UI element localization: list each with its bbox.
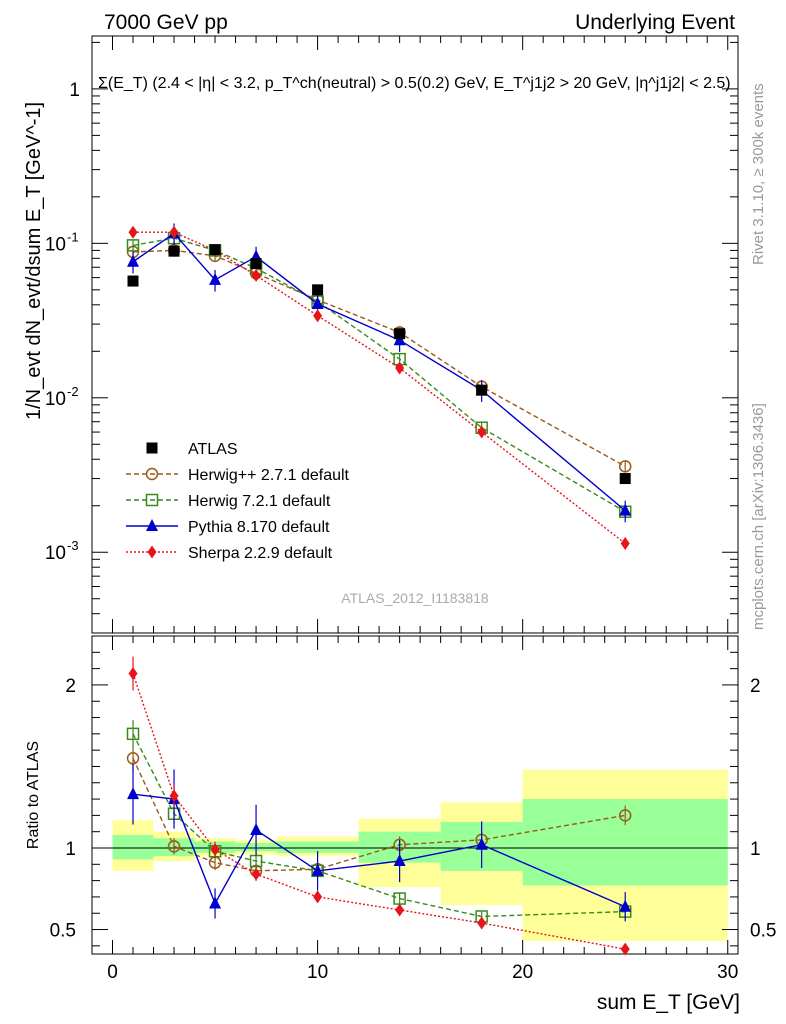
axis-ticks <box>92 36 738 954</box>
data-point <box>249 854 263 868</box>
ratio-series-pythia <box>127 763 632 922</box>
data-point <box>145 467 159 481</box>
band-inner <box>112 834 154 860</box>
data-point <box>146 519 158 531</box>
data-point <box>620 942 630 956</box>
data-point <box>312 284 324 296</box>
x-tick-label: 30 <box>717 962 738 983</box>
ratio-y-label: Ratio to ATLAS <box>25 741 42 849</box>
data-point <box>127 254 140 267</box>
legend-label: ATLAS <box>188 441 238 458</box>
legend-label: Sherpa 2.2.9 default <box>188 545 333 562</box>
data-point <box>126 239 140 252</box>
data-point <box>395 903 405 917</box>
data-point <box>169 225 179 239</box>
header-right: Underlying Event <box>575 11 735 34</box>
y-tick-label: 10 <box>45 389 66 410</box>
data-point <box>313 890 323 904</box>
ratio-y-tick-label: 0.5 <box>50 921 76 942</box>
y-tick-exponent: -3 <box>67 538 79 553</box>
data-point <box>394 328 406 340</box>
series-atlas <box>127 244 631 485</box>
ratio-bands <box>112 769 728 941</box>
data-point <box>127 275 139 287</box>
data-point <box>169 789 179 803</box>
data-point <box>145 493 159 507</box>
data-point <box>209 244 221 256</box>
data-point <box>168 245 180 257</box>
ratio-y-tick-label: 1 <box>65 839 76 860</box>
data-point <box>313 309 323 323</box>
ratio-y-tick-label-right: 2 <box>750 676 761 697</box>
data-point <box>126 727 140 741</box>
data-point <box>126 752 140 765</box>
band-inner <box>276 841 359 853</box>
data-point <box>476 384 488 396</box>
main-title: Σ(E_T) (2.4 < |η| < 3.2, p_T^ch(neutral)… <box>98 75 731 92</box>
data-point <box>395 361 405 375</box>
ratio-frame <box>91 635 739 955</box>
data-point <box>311 296 324 309</box>
data-point <box>475 837 488 850</box>
data-point <box>250 823 263 836</box>
legend: ATLAS Herwig++ 2.7.1 default Herwig 7.2.1 … <box>126 441 350 562</box>
series-line <box>132 249 626 467</box>
data-point <box>146 442 158 454</box>
data-point <box>619 899 632 912</box>
y-tick-label: 10 <box>45 234 66 255</box>
legend-label: Herwig 7.2.1 default <box>188 493 331 510</box>
x-tick-label: 0 <box>107 962 118 983</box>
ratio-series-sherpa <box>128 656 630 956</box>
analysis-tag: ATLAS_2012_I1183818 <box>341 590 489 606</box>
ratio-line <box>132 673 626 950</box>
data-point <box>251 268 261 282</box>
y-tick-label: 10 <box>45 543 66 564</box>
mcplots-label: mcplots.cern.ch [arXiv:1306.3436] <box>750 403 767 630</box>
ratio-y-tick-label: 2 <box>65 676 76 697</box>
data-point <box>619 473 631 485</box>
header-left: 7000 GeV pp <box>104 11 228 34</box>
legend-label: Herwig++ 2.7.1 default <box>188 467 350 484</box>
data-point <box>209 896 222 909</box>
x-tick-label: 20 <box>512 962 533 983</box>
data-point <box>618 460 632 473</box>
ratio-y-tick-label-right: 0.5 <box>750 921 776 942</box>
data-point <box>128 667 138 681</box>
data-point <box>620 536 630 550</box>
ratio-y-tick-label-right: 1 <box>750 839 761 860</box>
series-herwigpp <box>126 244 632 473</box>
data-point <box>128 225 138 239</box>
y-tick-exponent: -1 <box>67 229 79 244</box>
x-axis-label: sum E_T [GeV] <box>597 991 740 1014</box>
data-point <box>311 863 324 876</box>
data-point <box>147 545 157 559</box>
data-point <box>250 258 262 270</box>
data-point <box>477 425 487 439</box>
data-point <box>251 867 261 881</box>
data-point <box>619 503 632 516</box>
data-point <box>127 787 140 800</box>
ratio-line <box>132 733 626 918</box>
series-line <box>132 232 626 512</box>
series-line <box>133 231 626 545</box>
data-point <box>477 916 487 930</box>
y-tick-exponent: -2 <box>67 384 79 399</box>
rivet-label: Rivet 3.1.10, ≥ 300k events <box>750 83 767 265</box>
ratio-line <box>132 758 626 872</box>
data-point <box>167 840 181 853</box>
data-point <box>618 809 632 822</box>
legend-label: Pythia 8.170 default <box>188 519 330 536</box>
y-tick-label: 1 <box>69 80 80 101</box>
data-point <box>209 272 222 285</box>
main-frame <box>91 35 739 634</box>
data-point <box>393 854 406 867</box>
data-point <box>210 843 220 857</box>
ratio-line <box>132 793 626 908</box>
main-y-label: 1/N_evt dN_evt/dsum E_T [GeV^-1] <box>23 102 45 420</box>
x-tick-label: 10 <box>307 962 328 983</box>
